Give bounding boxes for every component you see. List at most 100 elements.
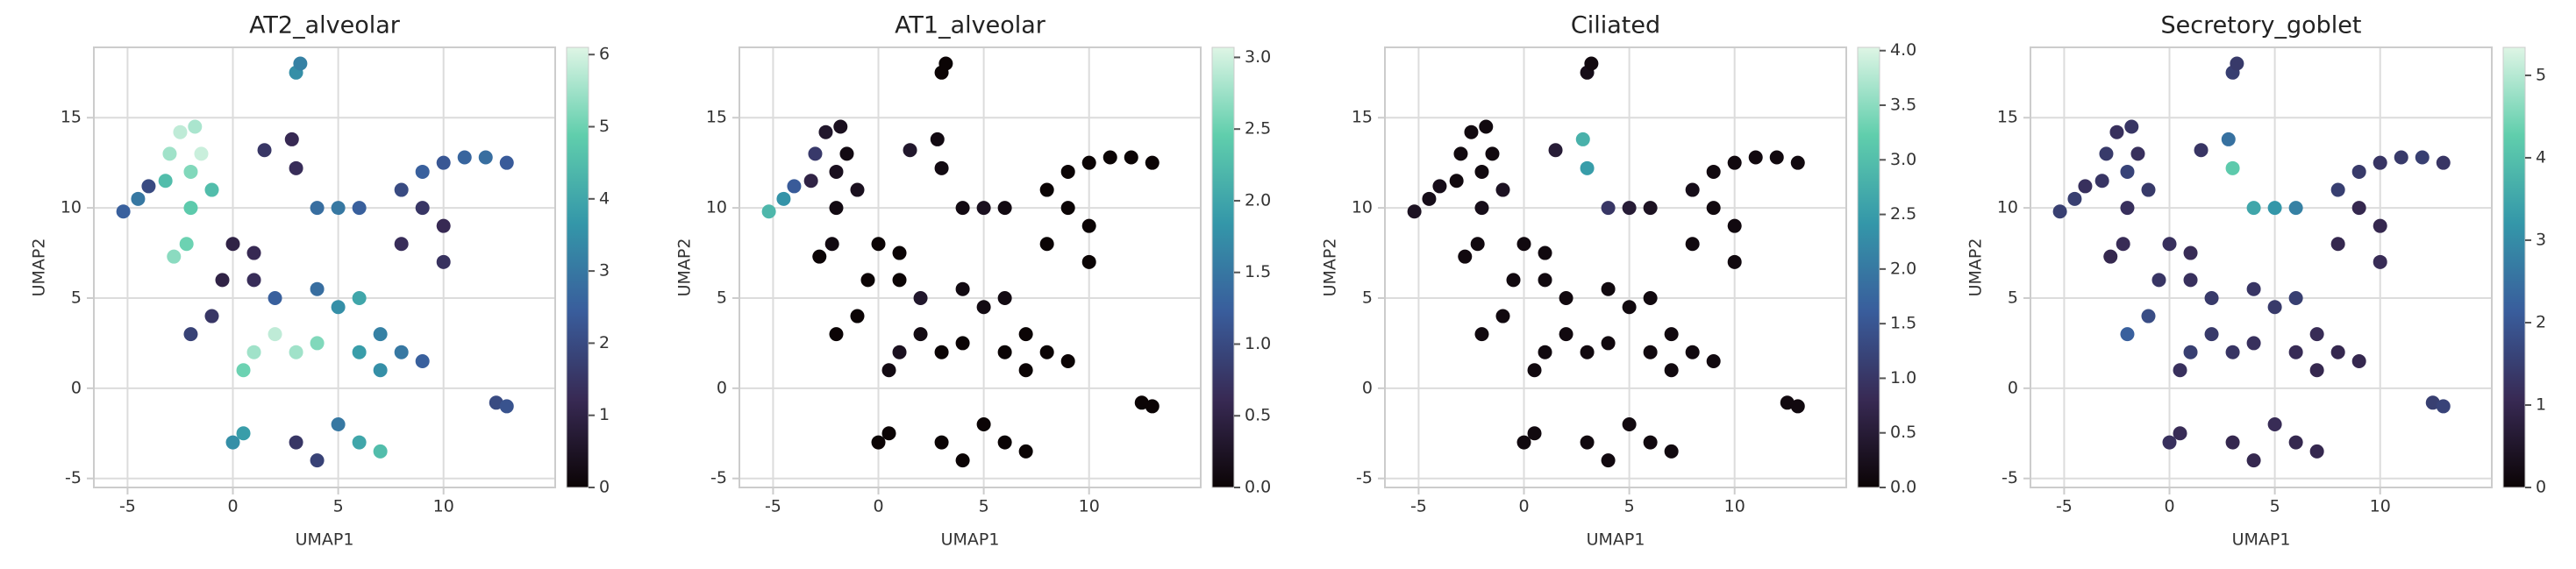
point	[1495, 309, 1510, 324]
point	[1643, 201, 1658, 216]
point	[1601, 201, 1616, 216]
point	[2225, 435, 2240, 450]
point	[331, 300, 346, 315]
point	[913, 290, 928, 305]
point	[1134, 395, 1149, 410]
point	[289, 345, 303, 359]
colorbar-tick-label: 3	[2536, 230, 2546, 249]
y-tick-label: 0	[717, 378, 727, 397]
colorbar	[2502, 46, 2526, 488]
point	[2436, 155, 2451, 170]
point	[1664, 327, 1679, 342]
point	[131, 191, 146, 206]
point	[2246, 281, 2261, 296]
point	[2373, 218, 2387, 233]
colorbar	[566, 46, 589, 488]
point	[167, 249, 182, 264]
point	[850, 182, 865, 197]
point	[761, 204, 776, 219]
point	[1432, 179, 1447, 194]
point	[2052, 204, 2067, 219]
point	[173, 124, 188, 139]
point	[1039, 182, 1054, 197]
point	[1081, 155, 1096, 170]
point	[1538, 345, 1552, 359]
y-tick-label: 15	[706, 108, 727, 127]
point	[1060, 353, 1075, 368]
y-axis-label: UMAP2	[30, 238, 49, 297]
point	[2120, 201, 2135, 216]
point	[1580, 345, 1595, 359]
point	[2351, 164, 2366, 179]
point	[2183, 273, 2198, 288]
point	[236, 363, 251, 378]
point	[394, 345, 409, 359]
point	[913, 327, 928, 342]
point	[1575, 132, 1590, 146]
point	[812, 249, 827, 264]
plot-area	[1385, 47, 1846, 487]
colorbar	[1211, 46, 1235, 488]
point	[881, 363, 896, 378]
y-tick-label: 10	[706, 198, 727, 217]
point	[2067, 191, 2082, 206]
point	[1769, 150, 1784, 165]
point	[818, 124, 833, 139]
colorbar-tick-label: 2	[2536, 312, 2546, 331]
x-tick-label: -5	[119, 497, 136, 516]
point	[1464, 124, 1479, 139]
point	[1145, 155, 1160, 170]
point	[997, 290, 1012, 305]
point	[1622, 416, 1637, 431]
chart-title: Secretory_goblet	[2161, 12, 2362, 39]
y-tick-label: 5	[717, 288, 727, 307]
point	[236, 426, 251, 441]
point	[310, 281, 325, 296]
point	[1479, 119, 1494, 134]
point	[934, 435, 949, 450]
chart-title: AT1_alveolar	[895, 12, 1046, 39]
point	[1039, 237, 1054, 252]
point	[2141, 182, 2156, 197]
point	[179, 237, 194, 252]
point	[1124, 150, 1138, 165]
point	[860, 273, 875, 288]
point	[1449, 174, 1464, 188]
chart-title: Ciliated	[1571, 12, 1660, 39]
point	[2309, 444, 2324, 459]
y-tick-label: -5	[2002, 468, 2018, 487]
point	[997, 345, 1012, 359]
point	[2288, 345, 2303, 359]
y-tick-label: 15	[61, 108, 82, 127]
colorbar	[1857, 46, 1880, 488]
point	[1081, 218, 1096, 233]
y-tick-label: -5	[1356, 468, 1373, 487]
point	[436, 155, 451, 170]
colorbar-tick-label: 4	[599, 188, 610, 208]
point	[2078, 179, 2093, 194]
point	[1748, 150, 1763, 165]
point	[1474, 164, 1489, 179]
point	[2351, 201, 2366, 216]
point	[2120, 164, 2135, 179]
point	[776, 191, 791, 206]
colorbar-tick-label: 1.5	[1890, 314, 1916, 333]
point	[808, 146, 823, 161]
point	[1527, 426, 1542, 441]
y-tick-label: -5	[65, 468, 82, 487]
x-tick-label: 0	[1518, 497, 1529, 516]
point	[976, 300, 991, 315]
point	[1039, 345, 1054, 359]
point	[194, 146, 209, 161]
y-tick-label: 0	[71, 378, 82, 397]
point	[2309, 363, 2324, 378]
point	[2162, 435, 2177, 450]
point	[2094, 174, 2109, 188]
point	[373, 363, 388, 378]
y-tick-label: 5	[1362, 288, 1373, 307]
point	[183, 164, 198, 179]
point	[871, 435, 886, 450]
point	[1601, 453, 1616, 468]
point	[1664, 363, 1679, 378]
